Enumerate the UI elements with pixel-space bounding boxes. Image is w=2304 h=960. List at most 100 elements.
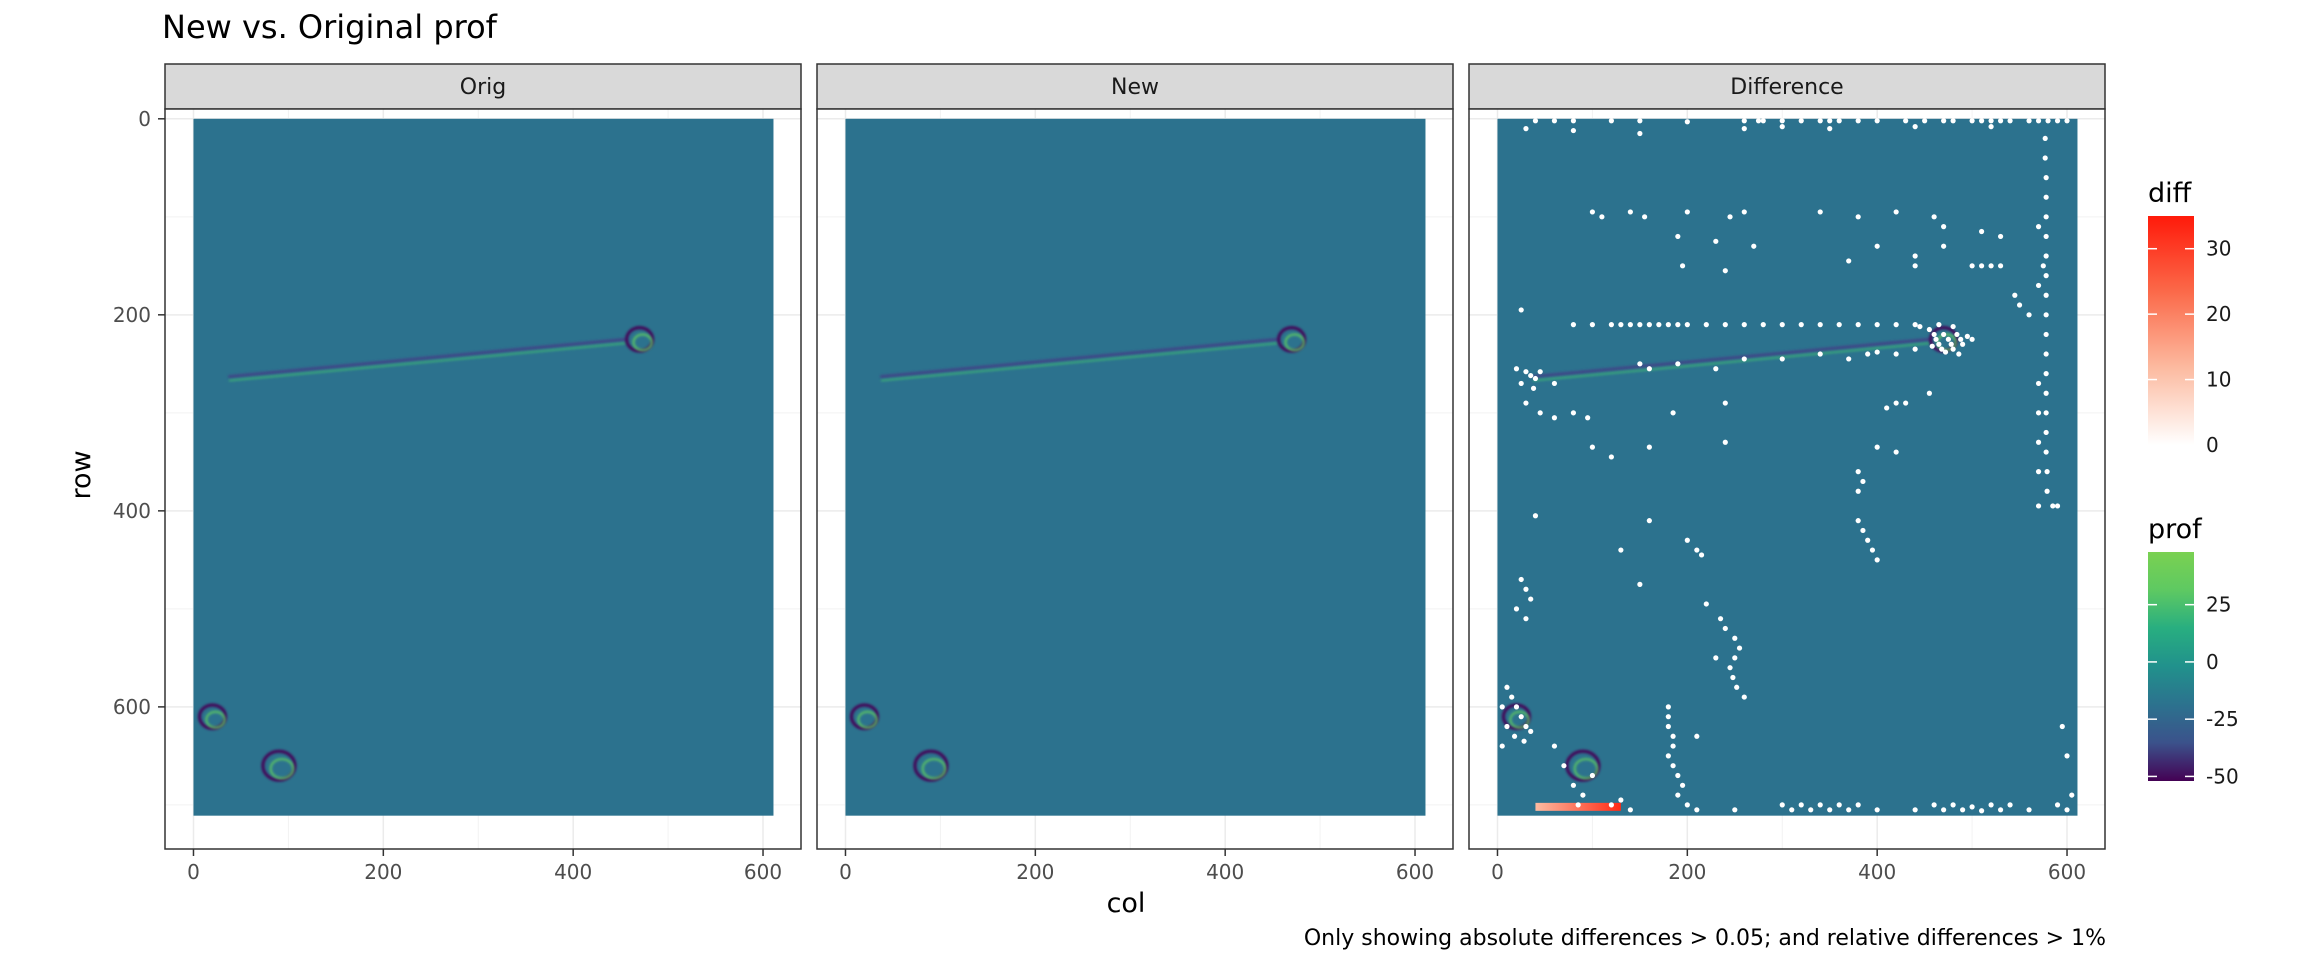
diff-points — [1499, 118, 2075, 814]
diff-point — [1817, 118, 1823, 124]
diff-point — [1665, 704, 1671, 710]
diff-point — [1942, 349, 1949, 355]
diff-point — [1741, 322, 1747, 328]
panel-border — [164, 108, 802, 850]
diff-point — [1969, 336, 1975, 342]
terrain-blob — [197, 703, 227, 730]
diff-point — [2043, 429, 2049, 436]
diff-point — [1817, 802, 1823, 808]
diff-point — [1684, 537, 1690, 543]
diff-point — [2035, 282, 2042, 289]
diff-point — [1855, 469, 1861, 475]
diff-point — [1684, 209, 1690, 215]
diff-point — [2043, 449, 2049, 455]
diff-point — [2026, 807, 2032, 813]
diff-point — [1893, 400, 1899, 406]
legend-break-label: 20 — [2206, 302, 2231, 326]
diff-point — [1679, 263, 1686, 269]
terrain-blob — [913, 749, 949, 782]
diff-point — [2059, 723, 2065, 730]
facet-strip — [1468, 63, 2106, 110]
diff-point — [1589, 772, 1596, 779]
diff-point — [2044, 488, 2050, 494]
diff-point — [1589, 209, 1596, 215]
diff-point — [1646, 366, 1652, 372]
diff-point — [1827, 126, 1833, 132]
diff-point — [1732, 635, 1738, 641]
diff-point — [1836, 802, 1842, 808]
diff-point — [1755, 118, 1762, 124]
diff-point — [1627, 209, 1633, 215]
diff-point — [1665, 714, 1671, 720]
diff-point — [1627, 322, 1633, 328]
diff-point — [1589, 322, 1596, 328]
raster — [843, 118, 1427, 816]
diff-point — [1969, 804, 1975, 810]
diff-point — [1528, 728, 1534, 734]
panel-border — [816, 108, 1454, 850]
diff-point — [1570, 410, 1577, 416]
diff-point — [1997, 807, 2004, 813]
diff-point — [2040, 263, 2046, 269]
diff-point — [1779, 118, 1785, 124]
diff-point — [1936, 322, 1942, 328]
diff-point — [1627, 807, 1633, 813]
diff-point — [1988, 263, 1994, 269]
diff-point — [2043, 194, 2049, 200]
diff-point — [1798, 118, 1804, 124]
x-axis-label: col — [1107, 888, 1146, 919]
diff-point — [1523, 126, 1529, 132]
diff-point — [1589, 444, 1596, 450]
diff-point — [1703, 601, 1709, 607]
diff-point — [1741, 118, 1747, 124]
diff-point — [1948, 341, 1954, 347]
legend-colorbar — [2148, 216, 2194, 445]
legend-colorbar — [2148, 552, 2194, 781]
diff-point — [1869, 547, 1876, 553]
terrain-blob — [632, 333, 653, 352]
diff-point — [1941, 118, 1947, 124]
diff-point — [1694, 807, 1700, 813]
diff-point — [1929, 343, 1935, 349]
diff-point — [1679, 782, 1686, 788]
diff-point — [1670, 743, 1676, 749]
diff-point — [1779, 322, 1785, 328]
x-tick-label: 600 — [2048, 860, 2086, 884]
diff-point — [1817, 351, 1823, 357]
diff-point — [1637, 322, 1643, 328]
diff-point — [2035, 410, 2042, 416]
diff-point — [1608, 322, 1614, 328]
diff-point — [1798, 322, 1804, 328]
diff-point — [2035, 469, 2042, 475]
diff-point — [1846, 807, 1852, 813]
chart-caption: Only showing absolute differences > 0.05… — [1304, 926, 2106, 951]
x-tick-label: 600 — [1396, 860, 1434, 884]
diff-point — [1675, 361, 1681, 367]
diff-point — [1722, 322, 1728, 328]
raster-field — [1497, 118, 2078, 816]
diff-point — [1537, 410, 1543, 416]
diff-point — [1523, 369, 1529, 375]
ridge-line — [1532, 342, 1931, 382]
diff-point — [1817, 209, 1823, 215]
diff-point — [1912, 124, 1918, 130]
diff-point — [1518, 307, 1524, 313]
diff-point — [2043, 214, 2049, 220]
terrain-blob — [1277, 326, 1307, 353]
diff-point — [1637, 581, 1643, 587]
terrain-blob — [921, 758, 947, 780]
terrain-blob — [625, 326, 655, 353]
diff-point — [2043, 253, 2049, 259]
diff-point — [1741, 356, 1747, 362]
legend-break-label: 10 — [2206, 368, 2231, 392]
facet-strip-label: New — [1111, 75, 1159, 100]
diff-point — [2026, 118, 2032, 124]
diff-point — [1988, 802, 1994, 808]
diff-point — [1551, 380, 1558, 387]
diff-point — [2035, 380, 2042, 387]
x-tick-label: 0 — [1491, 860, 1504, 884]
diff-point — [1521, 738, 1527, 744]
diff-point — [1931, 214, 1937, 220]
diff-point — [2007, 802, 2013, 808]
diff-point — [1670, 733, 1676, 739]
